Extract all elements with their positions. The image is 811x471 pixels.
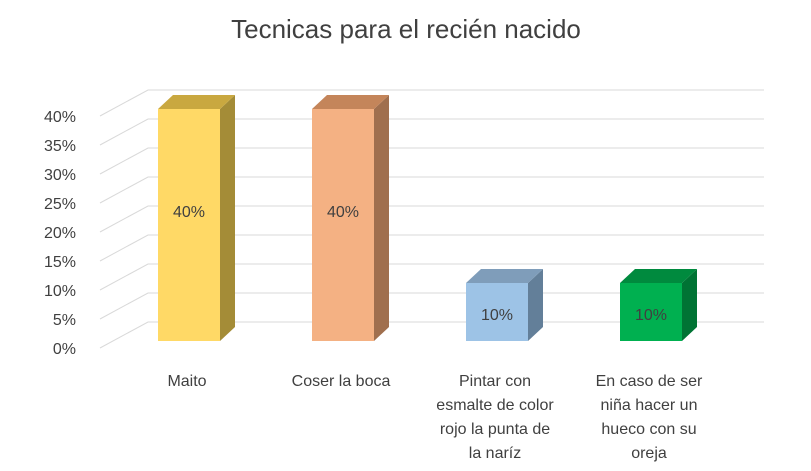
y-tick-label: 40%	[44, 109, 76, 126]
y-tick-label: 5%	[53, 312, 76, 329]
gridline	[99, 263, 764, 291]
category-label-line: Pintar con	[459, 373, 531, 390]
bar-side	[682, 269, 697, 341]
y-tick-label: 35%	[44, 138, 76, 155]
category-label-line: la naríz	[469, 445, 521, 462]
chart-title: Tecnicas para el recién nacido	[231, 14, 581, 44]
bar: 10%	[620, 269, 697, 341]
y-axis-ticks: 0% 5% 10% 15% 20% 25% 30% 35% 40%	[44, 109, 76, 358]
category-label: En caso de ser niña hacer un hueco con su o…	[596, 373, 703, 462]
data-label: 10%	[635, 307, 667, 324]
y-tick-label: 15%	[44, 254, 76, 271]
y-tick-label: 10%	[44, 283, 76, 300]
category-label: Pintar con esmalte de color rojo la punta …	[436, 373, 554, 462]
bar-front	[312, 109, 374, 341]
category-label-line: En caso de ser	[596, 373, 703, 390]
category-label-line: niña hacer un	[601, 397, 698, 414]
category-labels: Maito Coser la boca Pintar con esmalte de c…	[167, 373, 703, 462]
category-label-line: esmalte de color	[436, 397, 554, 414]
bar-top	[158, 95, 235, 109]
category-label-line: oreja	[631, 445, 667, 462]
data-label: 10%	[481, 307, 513, 324]
gridline	[99, 89, 764, 117]
bar-top	[620, 269, 697, 283]
gridline	[99, 147, 764, 175]
category-label-line: Coser la boca	[292, 373, 391, 390]
data-label: 40%	[173, 204, 205, 221]
bar: 40%	[312, 95, 389, 341]
gridline	[99, 205, 764, 233]
bar: 10%	[466, 269, 543, 341]
y-tick-label: 25%	[44, 196, 76, 213]
gridline	[99, 176, 764, 204]
bar-side	[528, 269, 543, 341]
y-tick-label: 30%	[44, 167, 76, 184]
bar-side	[220, 95, 235, 341]
y-tick-label: 20%	[44, 225, 76, 242]
bars: 40% 40% 10% 10%	[158, 95, 697, 341]
data-label: 40%	[327, 204, 359, 221]
bar-top	[466, 269, 543, 283]
bar-front	[466, 283, 528, 341]
gridline	[99, 292, 764, 320]
bar: 40%	[158, 95, 235, 341]
gridlines	[99, 89, 764, 349]
bar-front	[158, 109, 220, 341]
category-label-line: rojo la punta de	[440, 421, 550, 438]
y-tick-label: 0%	[53, 341, 76, 358]
category-label-line: hueco con su	[601, 421, 696, 438]
gridline	[99, 118, 764, 146]
gridline	[99, 321, 764, 349]
gridline	[99, 234, 764, 262]
category-label: Maito	[167, 373, 206, 390]
category-label-line: Maito	[167, 373, 206, 390]
bar-front	[620, 283, 682, 341]
bar-side	[374, 95, 389, 341]
bar-top	[312, 95, 389, 109]
category-label: Coser la boca	[292, 373, 391, 390]
